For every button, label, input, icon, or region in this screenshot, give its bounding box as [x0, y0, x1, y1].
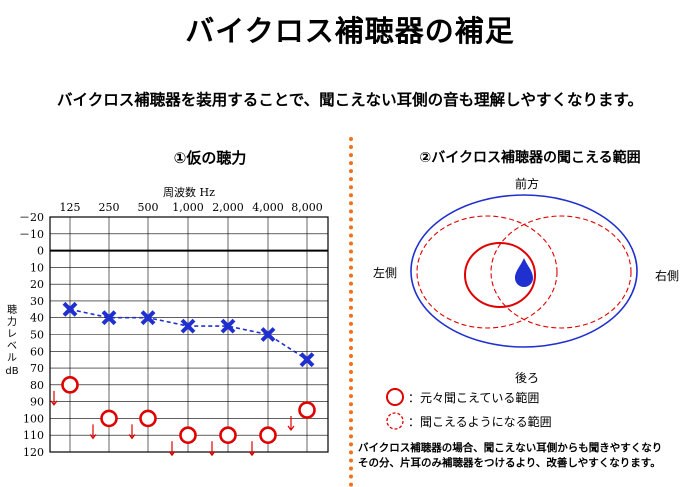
y-tick-label: 40 — [30, 312, 44, 325]
page-subtitle: バイクロス補聴器を装用することで、聞こえない耳側の音も理解しやすくなります。 — [57, 91, 643, 109]
panel2-heading: ②バイクロス補聴器の聞こえる範囲 — [419, 150, 641, 166]
o-marker — [100, 409, 118, 428]
audiogram-series — [50, 301, 316, 457]
scale-out-arrow — [208, 441, 216, 457]
x-marker — [140, 310, 156, 326]
legend-dashed-label: ：聞こえるようになる範囲 — [408, 414, 552, 429]
legend-dashed-icon — [386, 412, 404, 430]
overall-range-ellipse — [410, 194, 638, 348]
front-label: 前方 — [515, 176, 539, 191]
y-tick-label: 70 — [30, 362, 44, 375]
y-tick-label: 110 — [23, 429, 44, 442]
x-marker — [260, 327, 276, 342]
o-marker — [298, 401, 316, 419]
o-marker — [139, 409, 157, 428]
y-tick-label: 20 — [30, 278, 44, 291]
panel1-heading: ①仮の聴力 — [173, 149, 247, 167]
x-marker — [299, 352, 315, 368]
scale-out-arrow — [50, 390, 58, 406]
scale-out-arrow — [89, 424, 97, 440]
y-axis-label-char: ベ — [7, 340, 17, 352]
freq-axis-label: 周波数 Hz — [163, 186, 215, 199]
x-tick-labels: 125 250 500 1,000 2,000 4,000 8,000 — [60, 201, 323, 214]
orange-dotted-divider — [349, 137, 353, 487]
y-tick-label: 90 — [30, 396, 44, 409]
y-tick-label: 0 — [37, 245, 44, 258]
right-label: 右側 — [655, 268, 679, 283]
dashed-range-right — [490, 215, 632, 329]
scale-out-arrow — [287, 416, 295, 432]
y-tick-labels: －20 －10 0 10 20 30 40 50 60 70 80 90 100 110 120 — [19, 211, 44, 459]
scale-out-arrow — [168, 441, 176, 457]
y-tick-label: 100 — [23, 412, 44, 425]
x-tick-label: 1,000 — [172, 201, 204, 214]
y-axis-label-char: レ — [7, 329, 17, 340]
scale-out-arrow — [248, 441, 256, 457]
legend-solid-label: ：元々聞こえている範囲 — [408, 390, 539, 405]
explanation-note: バイクロス補聴器の場合、聞こえない耳側からも聞きやすくなり その分、片耳のみ補聴… — [358, 441, 662, 471]
back-label: 後ろ — [515, 371, 539, 385]
x-marker — [101, 310, 117, 326]
y-tick-label: 60 — [30, 345, 44, 358]
y-tick-label: 80 — [30, 379, 44, 392]
left-label: 左側 — [373, 265, 397, 280]
y-axis-label-char: 力 — [7, 315, 17, 328]
y-tick-label: －20 — [19, 211, 44, 224]
note-line-2: その分、片耳のみ補聴器をつけるより、改善しやすくなります。 — [358, 457, 661, 469]
page-title: バイクロス補聴器の補足 — [185, 14, 515, 48]
x-tick-label: 500 — [138, 201, 159, 214]
x-marker — [220, 318, 236, 334]
y-axis-label-char: ル — [7, 353, 17, 364]
head-drop-icon — [515, 258, 533, 287]
o-marker — [179, 426, 197, 445]
scale-out-arrow — [128, 424, 136, 440]
y-tick-label: 10 — [30, 261, 44, 274]
x-marker — [180, 318, 196, 334]
dashed-range-left — [416, 215, 558, 329]
o-marker — [259, 426, 277, 445]
y-axis-label-char: 聴 — [7, 304, 17, 316]
x-tick-label: 125 — [60, 201, 81, 214]
x-tick-label: 2,000 — [212, 201, 244, 214]
y-axis-unit: dB — [5, 366, 18, 377]
o-marker — [219, 426, 237, 445]
y-tick-label: －10 — [19, 228, 44, 241]
audiogram-grid — [49, 216, 329, 453]
y-tick-label: 30 — [30, 295, 44, 308]
o-marker — [61, 376, 79, 394]
audiogram-chart: 周波数 Hz 125 250 500 1,000 2,000 4,000 8,000 －20… — [5, 186, 329, 459]
legend-solid-icon — [386, 388, 404, 406]
note-line-1: バイクロス補聴器の場合、聞こえない耳側からも聞きやすくなり — [358, 442, 663, 454]
solid-range-circle — [464, 242, 536, 308]
y-tick-label: 120 — [23, 446, 44, 459]
x-tick-label: 8,000 — [291, 201, 323, 214]
x-tick-label: 4,000 — [252, 201, 284, 214]
hearing-range-diagram: 前方 後ろ 左側 右側 ：元々聞こえている範囲 ：聞こえるようになる範囲 — [373, 176, 679, 430]
y-tick-label: 50 — [30, 329, 44, 342]
x-marker — [62, 301, 78, 317]
x-tick-label: 250 — [99, 201, 120, 214]
